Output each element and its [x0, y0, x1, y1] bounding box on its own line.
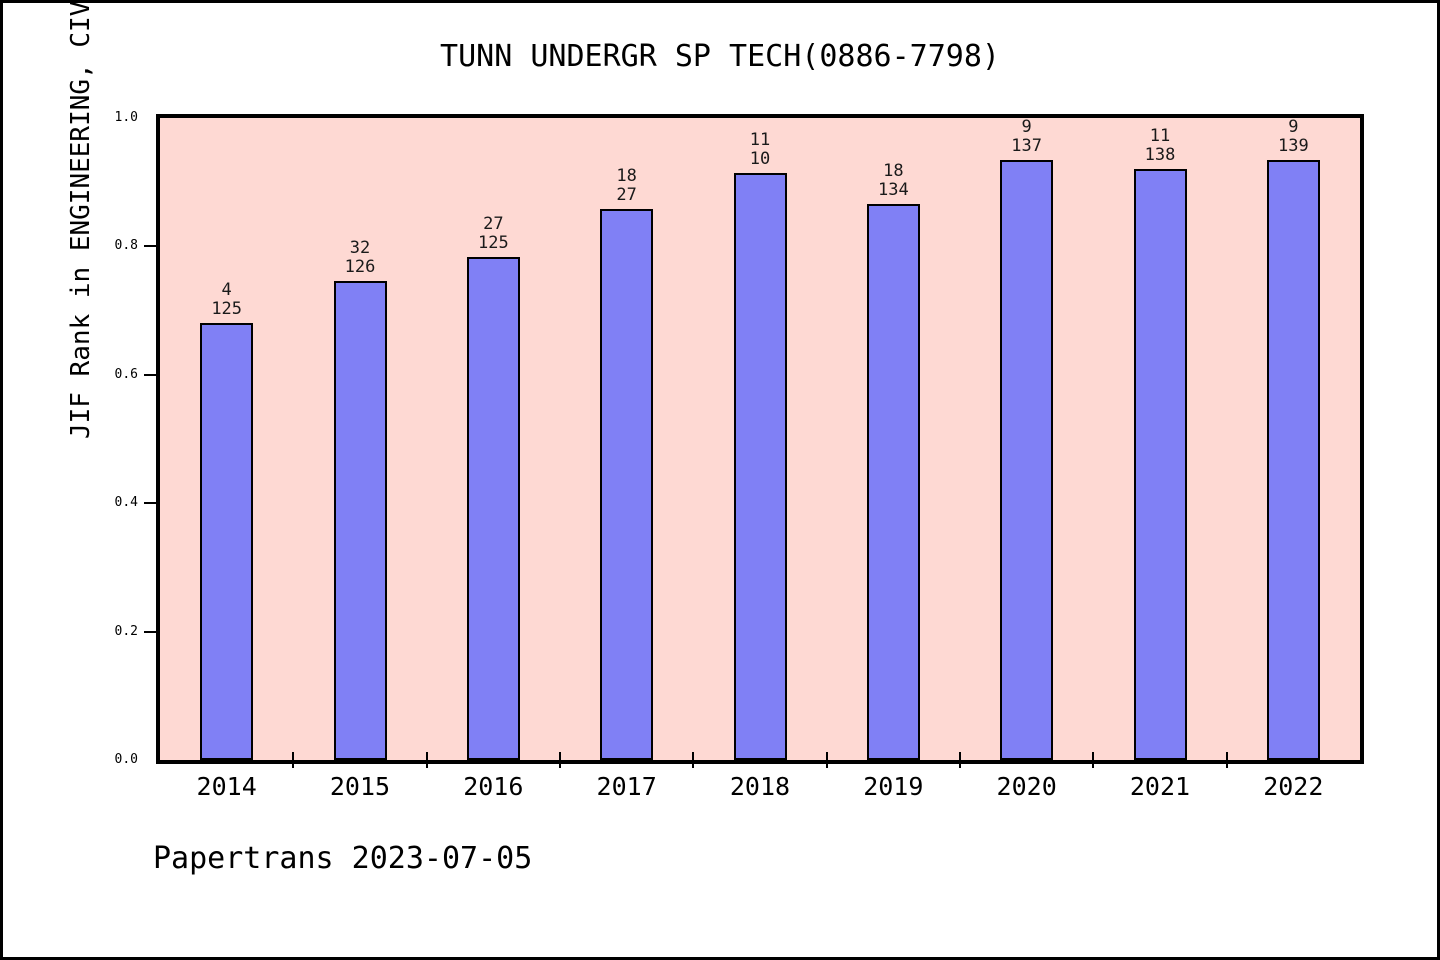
bar-2018	[733, 173, 787, 760]
x-tick-mark	[559, 752, 561, 768]
y-tick-mark	[144, 502, 156, 505]
x-tick-label-2014: 2014	[196, 772, 257, 801]
bar-label-rank: 4	[221, 280, 232, 300]
footer-note: Papertrans 2023-07-05	[153, 841, 533, 876]
bar-value-label: 32 126	[290, 239, 430, 277]
x-tick-label-2019: 2019	[863, 772, 924, 801]
x-tick-mark	[425, 752, 428, 768]
bar-label-total: 138	[1144, 145, 1176, 165]
bar-label-rank: 11	[749, 130, 771, 150]
x-tick-mark	[825, 752, 828, 768]
y-tick-label: 0.0	[114, 752, 138, 767]
bar-label-total: 125	[211, 299, 243, 319]
bar-value-label: 27 125	[423, 215, 563, 253]
y-tick-label: 0.4	[114, 495, 138, 511]
bar-label-rank: 32	[349, 238, 371, 258]
bar-2015	[333, 281, 387, 760]
x-tick-label-2016: 2016	[463, 772, 524, 801]
x-tick-mark	[959, 752, 961, 768]
bar-label-rank: 11	[1149, 126, 1171, 146]
bar-label-total: 126	[344, 257, 376, 277]
y-tick-label: 0.8	[114, 238, 138, 254]
bar-value-label: 9 139	[1223, 118, 1363, 156]
bar-label-total: 27	[616, 185, 637, 205]
bar-2021	[1133, 169, 1187, 760]
y-tick-mark	[144, 245, 156, 248]
bar-2022	[1266, 160, 1320, 760]
y-tick-label: 1.0	[114, 110, 138, 125]
bar-value-label: 18 27	[557, 167, 697, 205]
bar-label-rank: 9	[1288, 117, 1299, 137]
chart-title: TUNN UNDERGR SP TECH(0886-7798)	[440, 39, 1000, 74]
bar-label-rank: 18	[616, 166, 637, 186]
bar-label-total: 10	[749, 149, 771, 169]
x-tick-label-2017: 2017	[596, 772, 657, 801]
y-tick-mark	[144, 630, 156, 633]
bar-2019	[866, 204, 920, 760]
y-tick-label: 0.2	[114, 623, 138, 639]
x-tick-mark	[1092, 752, 1095, 768]
bar-value-label: 18 134	[823, 162, 963, 200]
x-tick-label-2015: 2015	[329, 772, 391, 801]
bar-2020	[1000, 160, 1054, 760]
bar-label-total: 139	[1277, 136, 1309, 156]
y-tick-mark	[144, 373, 156, 376]
x-tick-mark	[292, 752, 295, 768]
bar-label-total: 125	[477, 233, 509, 253]
bar-label-rank: 9	[1021, 117, 1032, 137]
x-tick-label-2020: 2020	[996, 772, 1057, 801]
x-tick-label-2021: 2021	[1129, 772, 1191, 801]
bar-value-label: 9 137	[957, 118, 1097, 156]
bar-value-label: 11 10	[690, 131, 830, 169]
bar-label-total: 134	[877, 180, 909, 200]
bar-2017	[600, 209, 654, 760]
bar-value-label: 4 125	[157, 281, 297, 319]
bar-label-rank: 18	[883, 161, 904, 181]
y-tick-label: 0.6	[114, 366, 138, 382]
x-tick-label-2018: 2018	[729, 772, 791, 801]
x-tick-label-2022: 2022	[1263, 772, 1324, 801]
bar-label-rank: 27	[483, 214, 504, 234]
x-tick-mark	[692, 752, 695, 768]
plot-area: 4 125 2014 32 126 2015 27 125 2016 18 27 2017 11 10 20…	[115, 110, 1363, 801]
bar-2014	[200, 323, 254, 760]
bar-value-label: 11 138	[1090, 127, 1230, 165]
bar-2016	[466, 257, 520, 760]
x-tick-mark	[1225, 752, 1228, 768]
bar-label-total: 137	[1011, 136, 1043, 156]
